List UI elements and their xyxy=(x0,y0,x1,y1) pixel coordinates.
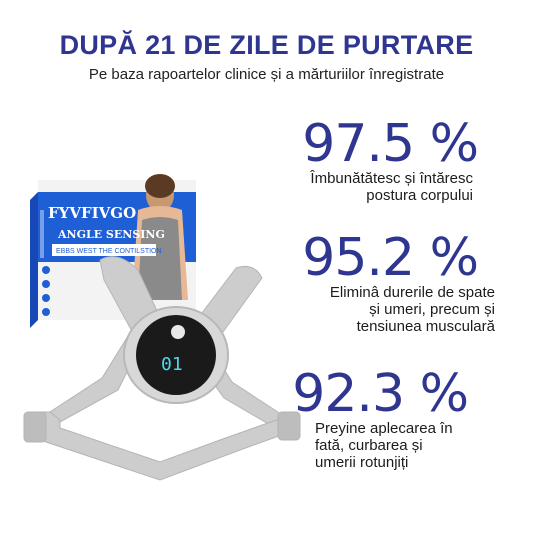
stat-block-3: 92.3 % Preyine aplecarea în fată, curbar… xyxy=(263,368,533,471)
stat-percent: 95.2 % xyxy=(302,228,479,288)
stat-desc-line: Îmbunătătesc și întăresc xyxy=(310,170,473,187)
stat-description: Îmbunătătesc și întăresc postura corpulu… xyxy=(263,170,533,204)
posture-corrector-image: FYVFIVGO ANGLE SENSING EBBS WEST THE CON… xyxy=(23,174,301,481)
stat-desc-line: și umeri, precum și xyxy=(369,301,495,318)
stat-description: Eliminâ durerile de spate și umeri, prec… xyxy=(263,284,533,335)
stat-description: Preyine aplecarea în fată, curbarea și u… xyxy=(263,420,533,471)
stat-desc-line: fată, curbarea și xyxy=(315,437,423,454)
stat-percent: 97.5 % xyxy=(302,114,479,174)
stat-desc-line: Preyine aplecarea în xyxy=(315,420,453,437)
headline: DUPĂ 21 DE ZILE DE PURTARE xyxy=(59,30,474,60)
sensor-device: 01 xyxy=(123,306,229,404)
stat-desc-line: umerii rotunjiți xyxy=(315,454,409,471)
box-subtitle-text: ANGLE SENSING xyxy=(57,228,165,241)
stat-percent: 92.3 % xyxy=(292,364,469,424)
subtitle: Pe baza rapoartelor clinice și a mărturi… xyxy=(88,66,445,83)
box-tagline-text: EBBS WEST THE CONTILSTION xyxy=(56,248,162,255)
stat-block-1: 97.5 % Îmbunătătesc și întăresc postura … xyxy=(263,118,533,204)
product-box: FYVFIVGO ANGLE SENSING EBBS WEST THE CON… xyxy=(30,174,196,328)
stat-desc-line: Eliminâ durerile de spate xyxy=(329,284,495,301)
stat-desc-line: postura corpului xyxy=(366,187,473,204)
stat-block-2: 95.2 % Eliminâ durerile de spate și umer… xyxy=(263,232,533,335)
stat-desc-line: tensiunea musculară xyxy=(356,318,495,335)
device-display: 01 xyxy=(161,354,183,375)
box-brand-text: FYVFIVGO xyxy=(48,204,136,222)
